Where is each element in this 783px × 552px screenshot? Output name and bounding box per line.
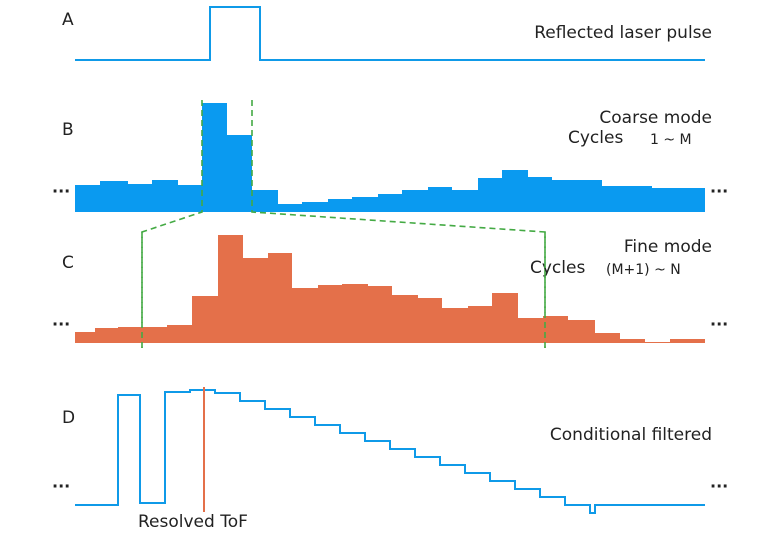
ellipsis: ...: [52, 311, 70, 330]
filtered-signal: [75, 389, 705, 514]
zoom-guide: [141, 100, 546, 348]
cycles-range: (M+1) ~ N: [606, 262, 681, 278]
panel-letter: B: [62, 120, 74, 140]
fine-histogram: [75, 235, 705, 343]
ellipsis: ...: [52, 473, 70, 492]
ellipsis: ...: [710, 473, 728, 492]
laser-pulse: [75, 6, 705, 61]
panel-caption: Reflected laser pulse: [534, 23, 712, 43]
coarse-histogram: [75, 103, 705, 212]
ellipsis: ...: [52, 178, 70, 197]
panel-caption: Fine mode: [624, 237, 712, 257]
panel-letter: C: [62, 253, 74, 273]
panel-caption: Coarse mode: [599, 108, 712, 128]
cycles-label: Cycles: [530, 258, 585, 278]
ellipsis: ...: [710, 178, 728, 197]
cycles-label: Cycles: [568, 128, 623, 148]
panel-letter: D: [62, 408, 75, 428]
panel-caption: Conditional filtered: [550, 425, 712, 445]
cycles-range: 1 ~ M: [650, 132, 692, 148]
ellipsis: ...: [710, 311, 728, 330]
panel-letter: A: [62, 10, 74, 30]
tof-label: Resolved ToF: [138, 512, 248, 532]
